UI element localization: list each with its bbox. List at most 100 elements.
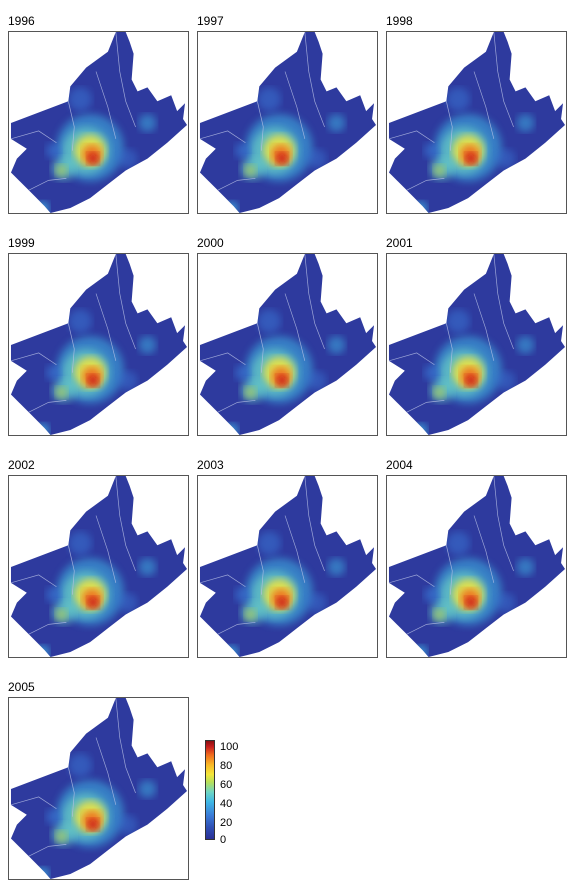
- heat-blob: [327, 558, 346, 576]
- district-boundary: [304, 32, 325, 128]
- legend-tick-40: 40: [220, 798, 233, 810]
- heat-blob: [327, 114, 346, 132]
- heat-blob: [87, 152, 99, 165]
- panel-title-1996: 1996: [8, 14, 35, 28]
- district-boundary: [284, 71, 306, 139]
- heat-blob: [234, 586, 251, 603]
- heat-blob: [87, 374, 99, 387]
- heat-blob: [446, 309, 471, 334]
- district-boundary: [28, 178, 67, 191]
- panel-title-2002: 2002: [8, 458, 35, 472]
- district-boundary: [388, 352, 435, 366]
- heat-blob: [234, 364, 251, 381]
- heat-layer: [388, 254, 535, 435]
- district-boundary: [388, 130, 435, 144]
- heat-map-svg: [10, 698, 188, 879]
- district-boundary: [256, 323, 264, 373]
- district-boundary: [406, 622, 445, 635]
- panel-title-2000: 2000: [197, 236, 224, 250]
- color-legend: 100 80 60 40 20 0: [205, 740, 285, 846]
- map-panel-2005: [8, 697, 189, 880]
- heat-layer: [199, 32, 346, 213]
- heat-blob: [55, 830, 68, 843]
- heat-blob: [45, 586, 62, 603]
- heat-blob: [276, 152, 288, 165]
- map-panel-2001: [386, 253, 567, 436]
- district-boundary: [95, 71, 117, 139]
- district-boundary: [10, 352, 57, 366]
- panel-title-1997: 1997: [197, 14, 224, 28]
- legend-tick-100: 100: [220, 741, 239, 753]
- district-boundary: [95, 293, 117, 361]
- district-boundary: [115, 254, 136, 350]
- heat-blob: [516, 114, 535, 132]
- heat-map-svg: [199, 32, 377, 213]
- heat-blob: [446, 531, 471, 556]
- heat-blob: [45, 808, 62, 825]
- heat-blob: [87, 818, 99, 831]
- heat-blob: [433, 386, 446, 399]
- legend-tick-20: 20: [220, 817, 233, 829]
- district-boundary: [256, 101, 264, 151]
- heat-layer: [388, 476, 535, 657]
- district-boundary: [406, 178, 445, 191]
- heat-layer: [10, 32, 157, 213]
- heat-blob: [117, 592, 138, 613]
- heat-blob: [306, 148, 327, 169]
- heat-blob: [138, 114, 157, 132]
- district-boundary: [493, 476, 514, 572]
- heat-map-svg: [199, 254, 377, 435]
- panel-title-1998: 1998: [386, 14, 413, 28]
- district-boundary: [284, 515, 306, 583]
- map-panel-1999: [8, 253, 189, 436]
- heat-blob: [306, 592, 327, 613]
- district-boundary: [199, 574, 246, 588]
- heat-blob: [117, 370, 138, 391]
- district-boundary: [95, 515, 117, 583]
- district-boundary: [445, 323, 453, 373]
- heat-blob: [495, 370, 516, 391]
- map-panel-1998: [386, 31, 567, 214]
- heat-blob: [516, 336, 535, 354]
- district-boundary: [199, 130, 246, 144]
- legend-tick-80: 80: [220, 760, 233, 772]
- heat-map-svg: [10, 476, 188, 657]
- heat-blob: [423, 364, 440, 381]
- heat-blob: [465, 374, 477, 387]
- district-boundary: [67, 767, 75, 817]
- heat-blob: [516, 558, 535, 576]
- district-boundary: [445, 545, 453, 595]
- heat-map-svg: [388, 254, 566, 435]
- heat-blob: [257, 531, 282, 556]
- heat-map-svg: [388, 32, 566, 213]
- heat-blob: [244, 386, 257, 399]
- panel-title-2001: 2001: [386, 236, 413, 250]
- heat-blob: [465, 152, 477, 165]
- district-boundary: [115, 32, 136, 128]
- district-boundary: [217, 400, 256, 413]
- heat-map-svg: [199, 476, 377, 657]
- heat-layer: [10, 476, 157, 657]
- heat-blob: [276, 374, 288, 387]
- heat-blob: [117, 814, 138, 835]
- heat-layer: [10, 698, 157, 879]
- heat-blob: [423, 586, 440, 603]
- district-boundary: [473, 71, 495, 139]
- heat-blob: [257, 309, 282, 334]
- heat-map-svg: [10, 32, 188, 213]
- heat-blob: [257, 87, 282, 112]
- district-boundary: [304, 254, 325, 350]
- heat-blob: [327, 336, 346, 354]
- heat-blob: [433, 164, 446, 177]
- map-panel-2004: [386, 475, 567, 658]
- map-panel-1996: [8, 31, 189, 214]
- panel-title-2004: 2004: [386, 458, 413, 472]
- district-boundary: [493, 254, 514, 350]
- map-panel-2002: [8, 475, 189, 658]
- panel-title-1999: 1999: [8, 236, 35, 250]
- heat-blob: [138, 780, 157, 798]
- heat-blob: [87, 596, 99, 609]
- heat-map-svg: [388, 476, 566, 657]
- legend-tick-0: 0: [220, 834, 227, 846]
- district-boundary: [28, 400, 67, 413]
